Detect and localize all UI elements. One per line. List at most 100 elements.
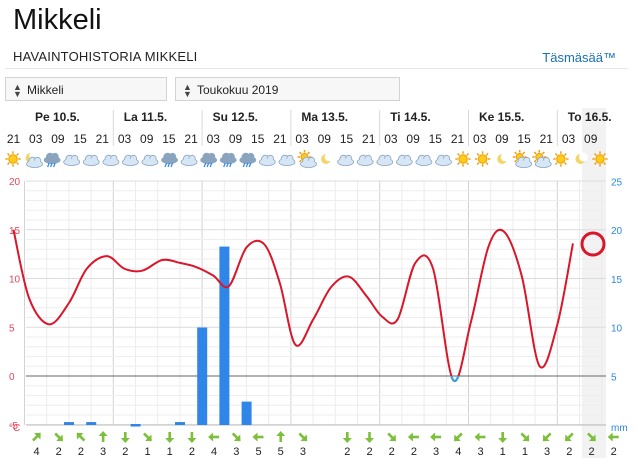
hour-label: 15 — [340, 132, 354, 146]
wind-arrow-icon — [430, 432, 442, 442]
hour-label: 03 — [118, 132, 132, 146]
sun-disc — [556, 154, 566, 164]
cloud-fill — [142, 158, 157, 165]
wind-arrow-head — [589, 434, 596, 442]
cloud-fill — [123, 158, 138, 165]
cloud-icon — [121, 154, 139, 166]
wind-arrow-icon — [542, 432, 552, 442]
y-right-tick-label: 15 — [611, 275, 623, 286]
wind-arrow-icon — [252, 432, 264, 442]
hour-label: 03 — [29, 132, 43, 146]
hour-label: 03 — [562, 132, 576, 146]
wind-arrow-icon — [342, 432, 352, 443]
location-select[interactable]: ▲ ▼ Mikkeli — [5, 77, 167, 101]
hour-label: 09 — [229, 132, 243, 146]
cloud-fill — [301, 160, 316, 167]
sun-ray — [554, 162, 558, 165]
sun-disc — [8, 154, 18, 164]
rain-drop — [167, 162, 171, 168]
cloud-icon — [356, 154, 374, 166]
wind-speed-label: 4 — [33, 446, 39, 458]
wind-arrow-icon — [474, 432, 486, 442]
rain-drop — [53, 162, 56, 168]
y-right-unit-label: mm — [611, 423, 628, 434]
rain-drop — [229, 162, 232, 168]
y-left-unit-label: °C — [9, 423, 20, 434]
wind-speed-label: 1 — [522, 446, 528, 458]
cloud-icon — [376, 154, 394, 166]
header-divider — [5, 68, 628, 69]
sun-ray — [603, 162, 606, 165]
sun-icon — [553, 151, 569, 167]
wind-speed-label: 2 — [56, 446, 62, 458]
y-right-tick-label: 10 — [611, 324, 623, 335]
hour-label: 03 — [207, 132, 221, 146]
wind-arrow-head — [98, 431, 108, 436]
cloud-fill — [182, 158, 197, 165]
wind-arrow-icon — [98, 431, 108, 442]
sun-ray — [554, 153, 558, 156]
hour-label: 15 — [517, 132, 531, 146]
rain-drop — [203, 162, 207, 168]
wind-speed-label: 3 — [433, 446, 439, 458]
wind-speed-label: 2 — [122, 446, 128, 458]
moon-icon — [321, 152, 334, 164]
sun-icon — [455, 151, 471, 167]
rain-drop — [245, 162, 249, 168]
wind-arrow-head — [276, 431, 286, 436]
temperature-line — [12, 228, 574, 383]
select-arrows-icon: ▲ ▼ — [13, 82, 22, 99]
hour-label: 09 — [584, 132, 598, 146]
wind-speed-label: 3 — [300, 446, 306, 458]
rain-drop — [164, 162, 168, 168]
wind-arrow-head — [233, 434, 241, 442]
wind-arrow-head — [252, 432, 258, 442]
wind-arrow-head — [187, 438, 197, 443]
wind-arrow-head — [565, 434, 572, 442]
brand-link[interactable]: Täsmäsää™ — [542, 50, 616, 65]
cloud-icon — [141, 154, 159, 166]
wind-speed-label: 1 — [144, 446, 150, 458]
sun-ray — [533, 151, 537, 155]
cloud-icon — [395, 154, 413, 166]
sun-cloud-icon — [512, 150, 533, 168]
precip-bar — [86, 422, 97, 425]
hour-label: 09 — [406, 132, 420, 146]
cloud-fill — [516, 160, 531, 167]
cloud-fill — [397, 158, 412, 165]
rain-drop — [248, 162, 252, 168]
wind-speed-label: 2 — [611, 446, 617, 458]
cloud-fill — [358, 158, 373, 165]
wind-arrow-icon — [454, 432, 463, 442]
cloud-fill — [436, 158, 451, 165]
wind-arrow-icon — [498, 432, 508, 443]
hour-label: 03 — [384, 132, 398, 146]
sun-ray — [533, 159, 537, 163]
sun-ray — [514, 151, 518, 155]
sun-ray — [457, 162, 460, 165]
cloud-icon — [337, 154, 355, 166]
current-marker — [580, 231, 606, 257]
wind-speed-label: 2 — [389, 446, 395, 458]
wind-arrow-head — [120, 438, 130, 443]
hour-label: 15 — [251, 132, 265, 146]
sun-disc — [477, 154, 488, 164]
wind-speed-label: 1 — [167, 446, 173, 458]
month-select[interactable]: ▲ ▼ Toukokuu 2019 — [175, 77, 400, 101]
hour-label: 15 — [73, 132, 87, 146]
hour-label: 03 — [295, 132, 309, 146]
wind-speed-label: 5 — [255, 446, 261, 458]
sun-icon — [592, 151, 608, 167]
y-left-tick-label: -5 — [9, 421, 18, 432]
wind-arrow-icon — [407, 432, 419, 442]
hour-label: 21 — [273, 132, 287, 146]
wind-arrow-icon — [143, 432, 152, 442]
wind-arrow-icon — [387, 432, 396, 442]
wind-speed-label: 3 — [233, 446, 239, 458]
rain-drop — [50, 162, 53, 168]
day-label: Su 12.5. — [213, 110, 258, 124]
sun-ray — [16, 162, 19, 165]
sun-ray — [299, 151, 302, 155]
y-right-tick-label: 5 — [611, 372, 617, 383]
hour-label: 21 — [451, 132, 465, 146]
